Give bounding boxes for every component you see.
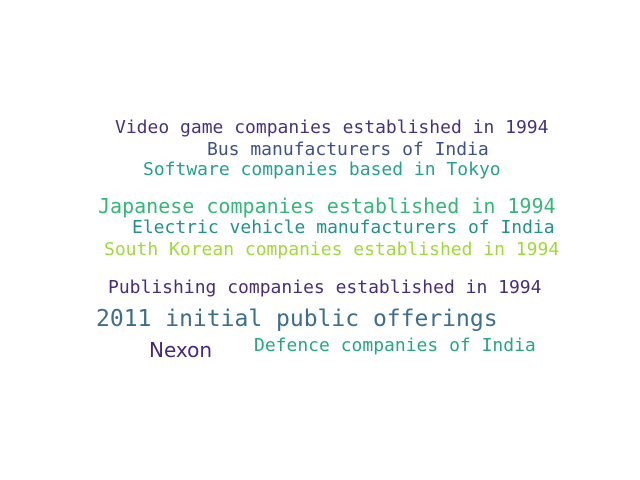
word-electric-vehicle-manufacturers-india: Electric vehicle manufacturers of India: [132, 217, 555, 238]
word-bus-manufacturers-india: Bus manufacturers of India: [207, 139, 489, 160]
word-nexon: Nexon: [149, 338, 213, 362]
word-japanese-companies-1994: Japanese companies established in 1994: [98, 194, 556, 218]
word-publishing-companies-1994: Publishing companies established in 1994: [108, 277, 542, 298]
word-south-korean-companies-1994: South Korean companies established in 19…: [104, 239, 560, 260]
word-2011-initial-public-offerings: 2011 initial public offerings: [96, 306, 498, 332]
word-video-game-companies-1994: Video game companies established in 1994: [115, 117, 549, 138]
word-software-companies-tokyo: Software companies based in Tokyo: [143, 159, 501, 180]
word-defence-companies-india: Defence companies of India: [254, 335, 536, 356]
